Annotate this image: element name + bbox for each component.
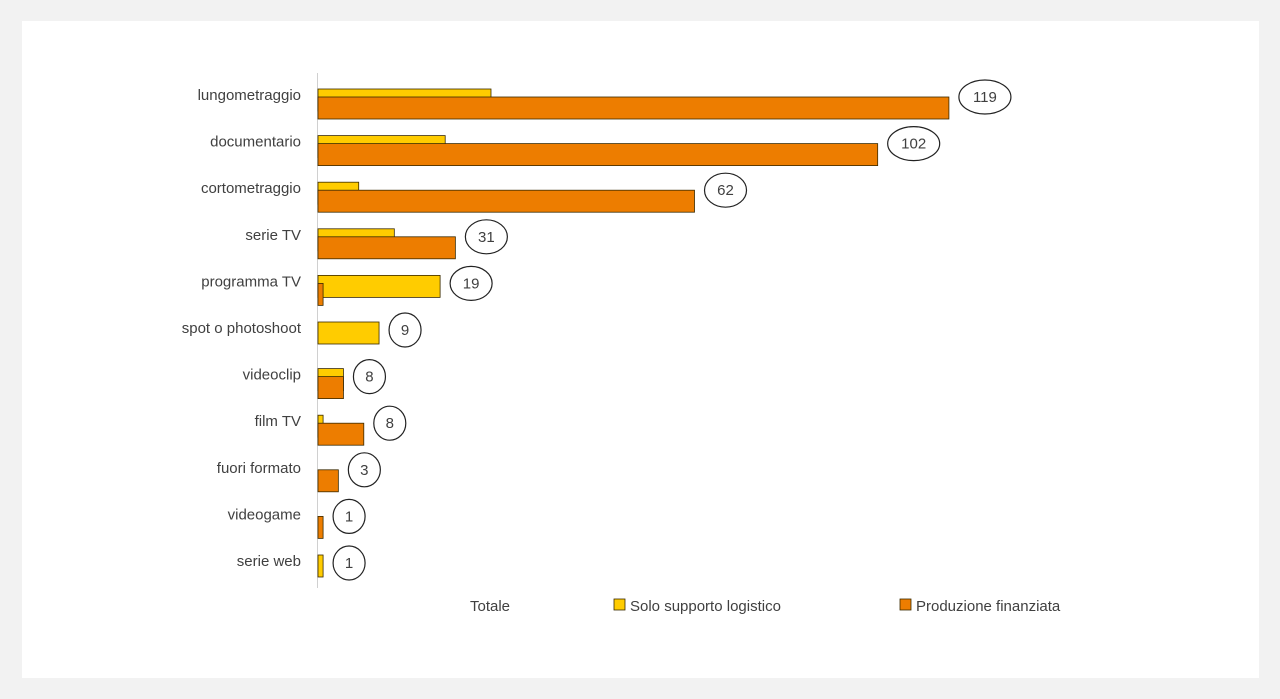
legend-label-solo-supporto: Solo supporto logistico	[630, 598, 781, 615]
category-label-videoclip: videoclip	[243, 367, 301, 384]
bar-produzione-serie-tv	[317, 236, 456, 260]
category-label-videogame: videogame	[228, 506, 301, 523]
bar-produzione-programma-tv	[317, 282, 324, 306]
total-bubble-serie-web	[332, 545, 366, 581]
bar-solo-supporto-spot-o-photoshoot	[317, 321, 380, 345]
bar-produzione-videoclip	[317, 376, 344, 400]
total-label-serie-tv: 31	[478, 229, 495, 246]
legend-swatch-solo-supporto	[613, 598, 626, 611]
total-label-film-tv: 8	[386, 415, 394, 432]
total-label-fuori-formato: 3	[360, 462, 368, 479]
bar-produzione-fuori-formato	[317, 469, 339, 493]
total-bubble-film-tv	[373, 405, 407, 441]
category-label-programma-tv: programma TV	[201, 273, 301, 290]
total-label-programma-tv: 19	[463, 275, 480, 292]
category-label-documentario: documentario	[210, 134, 301, 151]
bar-produzione-cortometraggio	[317, 189, 695, 213]
total-label-serie-web: 1	[345, 555, 353, 572]
bar-produzione-documentario	[317, 143, 879, 166]
bar-produzione-videogame	[317, 515, 324, 539]
category-label-serie-web: serie web	[237, 553, 301, 570]
category-label-fuori-formato: fuori formato	[217, 460, 301, 477]
total-bubble-fuori-formato	[347, 452, 381, 488]
legend-label-produzione: Produzione finanziata	[916, 598, 1061, 615]
total-label-videogame: 1	[345, 508, 353, 525]
category-label-film-tv: film TV	[255, 413, 301, 430]
total-bubble-videoclip	[352, 359, 387, 395]
total-bubble-cortometraggio	[703, 172, 748, 208]
bar-solo-supporto-programma-tv	[317, 274, 441, 298]
total-bubble-documentario	[887, 125, 941, 162]
chart-panel: lungometraggio 119 documentario 102 cortomet…	[22, 21, 1259, 678]
category-label-spot-o-photoshoot: spot o photoshoot	[182, 320, 302, 337]
total-bubble-videogame	[332, 498, 366, 534]
category-label-lungometraggio: lungometraggio	[198, 87, 301, 104]
category-label-serie-tv: serie TV	[245, 227, 301, 244]
bar-produzione-film-tv	[317, 422, 365, 446]
bar-solo-supporto-serie-web	[317, 554, 324, 578]
total-label-cortometraggio: 62	[717, 182, 734, 199]
category-label-cortometraggio: cortometraggio	[201, 180, 301, 197]
total-label-spot-o-photoshoot: 9	[401, 322, 409, 339]
legend: Totale Solo supporto logistico Produzion…	[470, 598, 1061, 615]
total-bubble-programma-tv	[449, 265, 493, 301]
total-label-videoclip: 8	[365, 369, 373, 386]
total-bubble-serie-tv	[464, 219, 508, 255]
legend-swatch-produzione	[899, 598, 912, 611]
bar-produzione-lungometraggio	[317, 96, 950, 120]
total-label-documentario: 102	[901, 136, 926, 153]
total-bubble-spot-o-photoshoot	[388, 312, 422, 348]
total-label-lungometraggio: 119	[973, 89, 997, 106]
legend-label-totale: Totale	[470, 598, 510, 615]
total-bubble-lungometraggio	[958, 79, 1012, 115]
